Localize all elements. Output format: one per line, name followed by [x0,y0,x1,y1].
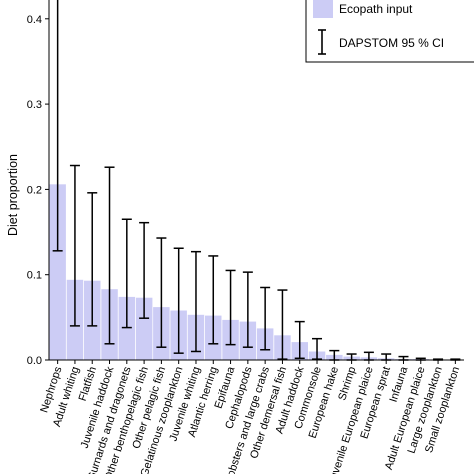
bars-layer [49,184,429,360]
error-bar-10 [208,255,219,345]
error-bar-5 [121,218,132,329]
y-tick-label-4: 0.4 [27,14,42,26]
y-ticks-layer: 0.0 0.1 0.2 0.3 0.4 [27,14,49,367]
error-bar-15 [294,320,305,360]
error-bar-7 [156,237,167,348]
error-bar-9 [190,250,201,353]
legend-swatch-ecopath [313,0,333,18]
legend-label-dapstom: DAPSTOM 95 % CI [339,36,444,50]
error-bar-14 [277,289,288,360]
error-bar-1 [52,0,63,252]
error-bar-6 [139,221,150,319]
error-bar-8 [173,247,184,354]
legend-box [305,0,474,63]
error-bar-12 [242,271,253,348]
error-bar-11 [225,269,236,346]
y-axis-label: Diet proportion [6,154,20,236]
error-bar-3 [87,192,98,327]
y-tick-label-2: 0.2 [27,184,42,196]
error-bar-4 [104,166,115,345]
error-bar-13 [260,286,271,351]
y-tick-label-0: 0.0 [27,355,42,367]
bar-6 [135,297,153,360]
legend: Ecopath input DAPSTOM 95 % CI [305,0,474,63]
error-bar-2 [69,164,80,327]
error-bar-21 [398,355,409,361]
y-tick-label-3: 0.3 [27,99,42,111]
axes-layer [48,0,464,361]
y-tick-label-1: 0.1 [27,270,42,282]
bar-5 [118,296,136,360]
legend-label-ecopath: Ecopath input [339,2,413,16]
bar-1 [49,184,66,360]
legend-errorbar-icon [318,29,326,55]
error-bar-16 [312,337,323,360]
